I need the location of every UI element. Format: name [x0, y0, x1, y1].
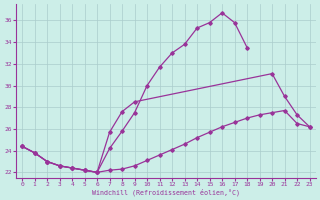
- X-axis label: Windchill (Refroidissement éolien,°C): Windchill (Refroidissement éolien,°C): [92, 188, 240, 196]
